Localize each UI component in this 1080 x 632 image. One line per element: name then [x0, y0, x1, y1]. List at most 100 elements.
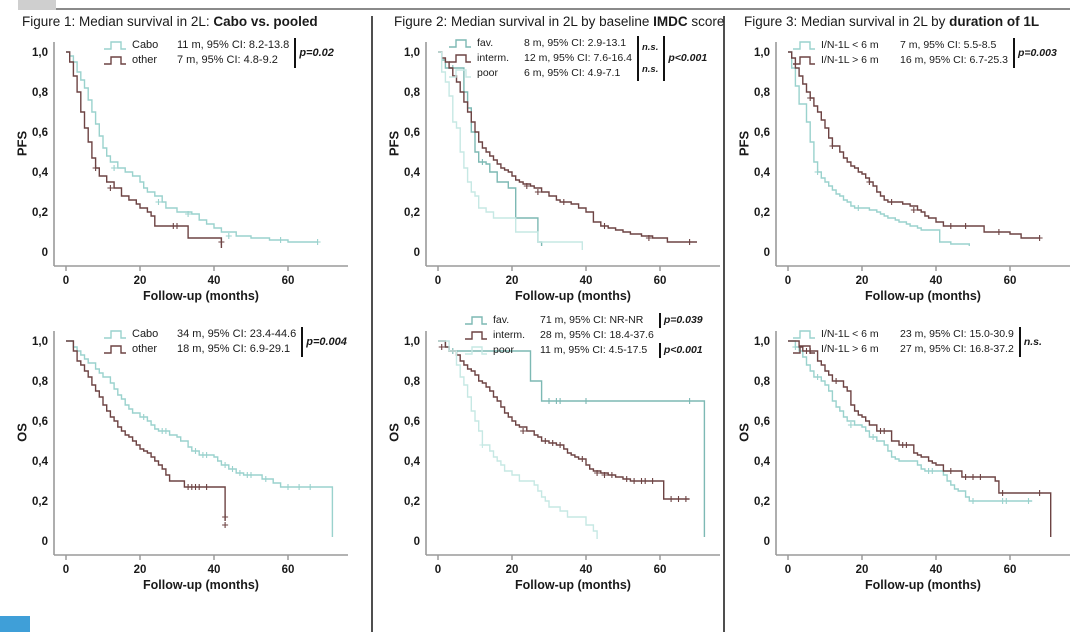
km-plot-fig3-pfs: 0 20 40 60 Follow-up (months) 1,0 0,8 0,6 0,4 0,2…	[754, 42, 1070, 303]
x-tick-label: 20	[506, 275, 519, 287]
legend-fig1-os: Cabo 34 m, 95% CI: 23.4-44.6 other 18 m, 95…	[103, 327, 347, 357]
legend-fig2-os: fav. 71 m, 95% CI: NR-NR interm. 28 m, 95% …	[464, 313, 703, 358]
y-tick-label: 0,6	[754, 416, 770, 428]
legend-rows: Cabo 11 m, 95% CI: 8.2-13.8 other 7 m, 95% …	[103, 38, 289, 68]
legend-swatch-i-n-1l-6-m-step-icon	[792, 344, 816, 355]
censor-marks-interm	[523, 183, 693, 245]
y-tick-label: 1,0	[754, 336, 770, 348]
y-tick-label: 0,2	[754, 207, 770, 219]
x-axis-label: Follow-up (months)	[865, 289, 981, 303]
legend-row-fav: fav. 71 m, 95% CI: NR-NR	[464, 313, 654, 328]
y-tick-label: 0,2	[404, 496, 420, 508]
y-tick-label: 1,0	[32, 47, 48, 59]
y-tick-label: 0,4	[754, 456, 771, 468]
pvalue-bracket: n.s.	[1018, 327, 1042, 357]
y-tick-label: 0,6	[754, 127, 770, 139]
legend-swatch-fav-step-icon	[464, 315, 488, 326]
x-tick-label: 40	[930, 275, 943, 287]
legend-series-name: I/N-1L < 6 m	[821, 39, 879, 51]
legend-swatch-cabo-step-icon	[103, 329, 127, 340]
y-tick-label: 0,2	[754, 496, 770, 508]
survival-curve-poor	[438, 340, 598, 539]
legend-median-ci: 7 m, 95% CI: 5.5-8.5	[900, 39, 997, 51]
y-axis-label: PFS	[386, 130, 402, 157]
km-panel-fig2-pfs: PFS 0 20 40 60 Follow-up (months) 1,0 0,8 0,6 0,4…	[380, 34, 720, 323]
x-tick-label: 0	[435, 275, 441, 287]
legend-swatch-cabo-step-icon	[103, 40, 127, 51]
pvalue-bracket-outer: p<0.001	[663, 36, 707, 81]
survival-curve-cabo	[66, 340, 334, 537]
km-plot-fig1-pfs: 0 20 40 60 Follow-up (months) 1,0 0,8 0,6 0,4 0,2…	[32, 42, 348, 303]
column-divider-1	[371, 16, 373, 632]
legend-swatch-i-n-1l-6-m-step-icon	[792, 329, 816, 340]
y-tick-label: 0,4	[32, 456, 49, 468]
legend-row-i-n-1l-6-m: I/N-1L < 6 m 23 m, 95% CI: 15.0-30.9	[792, 327, 1014, 342]
y-tick-label: 0,8	[404, 87, 421, 99]
y-tick-label: 0	[42, 536, 48, 548]
legend-series-name: I/N-1L > 6 m	[821, 54, 879, 66]
x-tick-label: 20	[506, 564, 519, 576]
survival-curve-i-n-1l-6-m	[788, 340, 1052, 537]
legend-row-i-n-1l-6-m: I/N-1L > 6 m 16 m, 95% CI: 6.7-25.3	[792, 53, 1008, 68]
y-tick-label: 0	[414, 536, 420, 548]
legend-swatch-i-n-1l-6-m-step-icon	[792, 55, 816, 66]
y-tick-label: 0,8	[404, 376, 421, 388]
figure-title-part: score	[687, 14, 725, 29]
survival-curve-i-n-1l-6-m	[788, 51, 1040, 239]
figure-title-part: Figure 3: Median survival in 2L by	[744, 14, 950, 29]
survival-curve-other	[66, 340, 226, 521]
x-axis-label: Follow-up (months)	[515, 578, 631, 592]
figure1-column: Figure 1: Median survival in 2L: Cabo vs…	[8, 14, 360, 612]
x-tick-label: 0	[63, 275, 69, 287]
x-axis-label: Follow-up (months)	[865, 578, 981, 592]
column-divider-2	[723, 16, 725, 632]
x-axis-label: Follow-up (months)	[143, 289, 259, 303]
legend-fig1-pfs: Cabo 11 m, 95% CI: 8.2-13.8 other 7 m, 95% …	[103, 38, 334, 68]
x-tick-label: 60	[654, 275, 667, 287]
legend-rows: Cabo 34 m, 95% CI: 23.4-44.6 other 18 m, 95…	[103, 327, 296, 357]
y-tick-label: 0	[414, 247, 420, 259]
y-tick-label: 0,8	[754, 87, 771, 99]
legend-row-other: other 7 m, 95% CI: 4.8-9.2	[103, 53, 289, 68]
pvalue-bracket-top: p=0.039	[658, 313, 703, 328]
legend-swatch-poor-step-icon	[448, 68, 472, 79]
legend-median-ci: 12 m, 95% CI: 7.6-16.4	[524, 52, 632, 64]
legend-row-cabo: Cabo 34 m, 95% CI: 23.4-44.6	[103, 327, 296, 342]
km-plot-fig3-os: 0 20 40 60 Follow-up (months) 1,0 0,8 0,6 0,4 0,2…	[754, 331, 1070, 592]
legend-swatch-poor-step-icon	[464, 345, 488, 356]
legend-rows: I/N-1L < 6 m 23 m, 95% CI: 15.0-30.9 I/N-1…	[792, 327, 1014, 357]
legend-series-name: fav.	[477, 37, 494, 49]
y-tick-label: 0,8	[754, 376, 771, 388]
legend-median-ci: 8 m, 95% CI: 2.9-13.1	[524, 37, 627, 49]
ns-bracket-bottom: n.s.	[636, 58, 658, 81]
km-panel-fig3-os: OS 0 20 40 60 Follow-up (months) 1,0 0,8 0,6 0,4 0…	[730, 323, 1074, 612]
figure-title: Figure 1: Median survival in 2L: Cabo vs…	[8, 14, 360, 29]
legend-median-ci: 27 m, 95% CI: 16.8-37.2	[900, 343, 1014, 355]
legend-series-name: I/N-1L > 6 m	[821, 343, 879, 355]
legend-series-name: other	[132, 54, 158, 66]
y-tick-label: 0,2	[404, 207, 420, 219]
y-tick-label: 0,6	[404, 127, 420, 139]
y-axis-label: PFS	[736, 130, 752, 157]
km-plot-fig2-os: 0 20 40 60 Follow-up (months) 1,0 0,8 0,6 0,4 0,2…	[404, 331, 720, 592]
censor-marks-cabo	[140, 414, 314, 490]
figure-title-part: duration of 1L	[949, 14, 1040, 29]
censor-marks-i-n-1l-6-m	[792, 344, 1032, 504]
km-panel-fig1-pfs: PFS 0 20 40 60 Follow-up (months) 1,0 0,8 0,6 0,4…	[8, 34, 360, 323]
legend-median-ci: 6 m, 95% CI: 4.9-7.1	[524, 67, 621, 79]
legend-row-i-n-1l-6-m: I/N-1L < 6 m 7 m, 95% CI: 5.5-8.5	[792, 38, 1008, 53]
legend-row-interm: interm. 12 m, 95% CI: 7.6-16.4	[448, 51, 632, 66]
pvalue-bracket: p=0.003	[1012, 38, 1057, 68]
x-tick-label: 60	[1004, 564, 1017, 576]
scan-artifact-top-left	[18, 0, 56, 10]
legend-median-ci: 23 m, 95% CI: 15.0-30.9	[900, 328, 1014, 340]
y-tick-label: 0,4	[404, 167, 421, 179]
legend-median-ci: 11 m, 95% CI: 8.2-13.8	[177, 39, 290, 51]
km-panel-fig3-pfs: PFS 0 20 40 60 Follow-up (months) 1,0 0,8 0,6 0,4…	[730, 34, 1074, 323]
ns-bracket-top: n.s.	[636, 36, 658, 59]
legend-row-poor: poor 6 m, 95% CI: 4.9-7.1	[448, 66, 632, 81]
y-tick-label: 0	[42, 247, 48, 259]
x-tick-label: 40	[208, 275, 221, 287]
y-tick-label: 0	[764, 536, 770, 548]
figure-title-part: Cabo vs. pooled	[213, 14, 318, 29]
